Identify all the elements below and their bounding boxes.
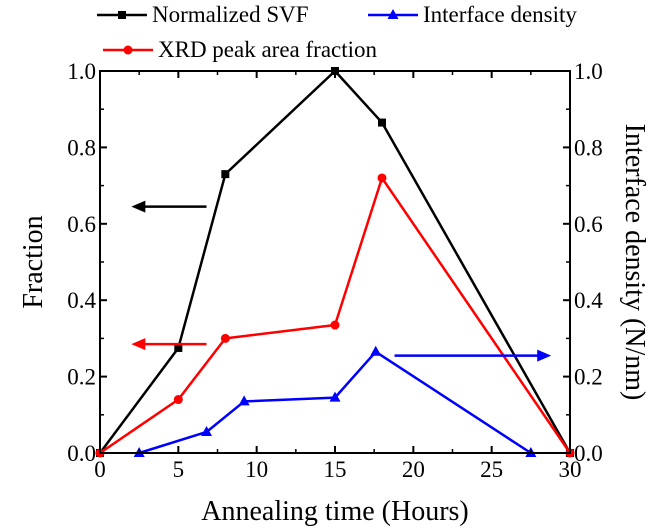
arrow-normalized-svf: [131, 200, 207, 213]
series-interface-density: [133, 345, 537, 457]
x-tick-label: 25: [480, 457, 503, 482]
series-line-interface-density: [138, 350, 532, 455]
y2-axis-title: Interface density (N/nm): [619, 124, 650, 401]
x-tick-label: 15: [324, 457, 347, 482]
legend-marker: [118, 11, 126, 19]
x-tick-label: 30: [559, 457, 582, 482]
arrow-head: [131, 200, 146, 213]
y2-tick-label: 0.2: [574, 365, 603, 390]
arrow-head: [131, 338, 146, 351]
y2-tick-label: 0.6: [574, 212, 603, 237]
y-tick-label: 0.8: [67, 135, 96, 160]
legend-item-interface-density: Interface density: [368, 2, 577, 27]
arrow-head: [537, 349, 552, 362]
data-point-xrd-peak-area-fraction: [330, 320, 340, 330]
data-point-interface-density: [201, 425, 213, 436]
legend-marker: [123, 45, 133, 55]
x-tick-label: 20: [402, 457, 425, 482]
data-point-normalized-svf: [221, 170, 230, 179]
axes: 0 5 10 15 20 25 300.00.20.40.60.81.00.00.20.40…: [67, 59, 603, 482]
series-line-normalized-svf: [98, 69, 572, 454]
legend-item-xrd-peak-area-fraction: XRD peak area fraction: [103, 37, 378, 62]
y2-tick-label: 0.4: [574, 288, 603, 313]
y2-tick-label: 1.0: [574, 59, 603, 84]
legend-label: Interface density: [423, 2, 577, 27]
data-point-xrd-peak-area-fraction: [377, 173, 387, 183]
series-line-xrd-peak-area-fraction: [99, 176, 572, 455]
legend-label: XRD peak area fraction: [158, 37, 378, 62]
data-point-interface-density: [238, 395, 250, 406]
arrow-interface-density: [394, 349, 552, 362]
y-tick-label: 0.4: [67, 288, 96, 313]
x-tick-label: 5: [173, 457, 185, 482]
y-tick-label: 0.0: [67, 441, 96, 466]
y-tick-label: 1.0: [67, 59, 96, 84]
x-tick-label: 0: [94, 457, 106, 482]
data-point-normalized-svf: [378, 118, 386, 127]
y-axis-title: Fraction: [18, 215, 49, 308]
y2-tick-label: 0.8: [574, 135, 603, 160]
y-tick-label: 0.6: [67, 212, 96, 237]
legend: Normalized SVF Interface density XRD peak …: [97, 2, 577, 62]
arrow-xrd-peak-area-fraction: [131, 338, 207, 351]
data-point-interface-density: [329, 391, 341, 402]
plot-area: [95, 67, 575, 458]
data-point-xrd-peak-area-fraction: [173, 395, 183, 405]
x-axis-title: Annealing time (Hours): [201, 496, 469, 527]
y-tick-label: 0.2: [67, 365, 96, 390]
data-point-xrd-peak-area-fraction: [220, 333, 230, 343]
data-point-interface-density: [370, 345, 382, 356]
legend-label: Normalized SVF: [152, 2, 309, 27]
y2-tick-label: 0.0: [574, 441, 603, 466]
legend-marker: [387, 9, 399, 19]
data-point-normalized-svf: [174, 343, 183, 352]
x-tick-label: 10: [245, 457, 268, 482]
series-xrd-peak-area-fraction: [95, 173, 575, 458]
legend-item-normalized-svf: Normalized SVF: [97, 2, 309, 27]
